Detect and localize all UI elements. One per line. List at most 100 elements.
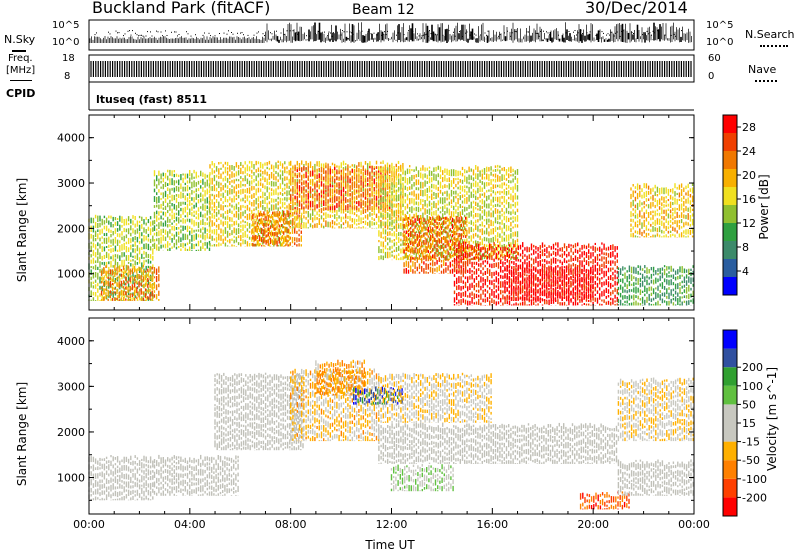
- velocity-axes: 1000 2000 3000 4000: [57, 318, 695, 514]
- noise-search-dot: [127, 30, 129, 32]
- noise-search-dot: [315, 33, 316, 35]
- noise-search-dot: [219, 33, 220, 34]
- noise-search-dot: [346, 31, 348, 33]
- power-axes: 1000 2000 3000 4000: [57, 115, 695, 310]
- noise-search-dot: [421, 35, 423, 37]
- noise-search-dot: [538, 35, 540, 37]
- colorbar-segment-2: [723, 460, 737, 479]
- colorbar-segment-0: [723, 497, 737, 516]
- noise-search-dot: [453, 31, 454, 33]
- noise-search-dot: [475, 34, 477, 36]
- noise-search-dot: [373, 32, 375, 34]
- noise-search-dot: [231, 32, 232, 33]
- noise-search-dot: [616, 31, 618, 33]
- colorbar-tick-label-1: -100: [742, 473, 767, 486]
- noise-search-dot: [367, 31, 369, 33]
- noise-search-dot: [652, 30, 654, 32]
- colorbar-tick-label-2: 12: [742, 217, 756, 230]
- noise-search-dot: [642, 34, 643, 36]
- noise-search-dot: [195, 34, 196, 36]
- noise-search-dot: [150, 31, 151, 33]
- velocity-echo-region-4: [315, 359, 365, 396]
- noise-search-dot: [459, 31, 460, 33]
- colorbar-tick-label-3: -15: [742, 436, 760, 449]
- ytick-label-1: 2000: [57, 426, 85, 439]
- noise-search-dot: [670, 34, 672, 36]
- ytick-label-0: 1000: [57, 472, 85, 485]
- noise-search-dot: [142, 35, 144, 37]
- noise-search-dot: [240, 32, 241, 34]
- noise-sky-legend-line: [12, 50, 26, 52]
- noise-search-dot: [435, 34, 436, 36]
- noise-search-dot: [429, 30, 430, 32]
- noise-search-dot: [147, 31, 148, 33]
- noise-search-dot: [558, 34, 559, 36]
- noise-left-tick-bottom: 10^0: [52, 37, 80, 48]
- colorbar-segment-2: [723, 241, 737, 259]
- noise-search-dot: [606, 34, 607, 36]
- velocity-echo-region-0: [88, 455, 154, 501]
- noise-search-dot: [358, 30, 360, 32]
- noise-search-dot: [586, 32, 588, 34]
- noise-search-dot: [462, 36, 463, 37]
- noise-search-dot: [549, 34, 550, 36]
- noise-search-dot: [436, 34, 438, 36]
- noise-search-dot: [609, 34, 610, 36]
- noise-search-dot: [537, 32, 538, 34]
- noise-search-dot: [657, 30, 658, 32]
- noise-search-dot: [427, 35, 429, 37]
- noise-search-dot: [187, 33, 189, 35]
- velocity-echo-region-7: [378, 372, 492, 423]
- beam-label: Beam 12: [352, 2, 415, 18]
- noise-search-dot: [385, 34, 387, 36]
- noise-search-dot: [613, 35, 615, 37]
- noise-search-dot: [247, 34, 249, 36]
- power-echo-region-8: [403, 215, 467, 274]
- noise-search-dot: [330, 32, 331, 34]
- freq-label-bottom: [MHz]: [6, 65, 36, 76]
- xtick-label-0: 00:00: [73, 518, 105, 531]
- noise-search-dot: [171, 31, 172, 33]
- noise-search-dot: [276, 30, 277, 32]
- noise-search-dot: [610, 31, 612, 33]
- colorbar-segment-1: [723, 478, 737, 498]
- colorbar-segment-4: [723, 205, 737, 223]
- noise-search-dot: [331, 35, 333, 37]
- noise-search-dot: [516, 31, 517, 33]
- noise-search-dot: [418, 35, 420, 37]
- noise-search-dot: [382, 33, 384, 35]
- time-axis-ticks: 00:00 04:00 08:00 12:00 16:00 20:00 00:00: [73, 518, 710, 531]
- noise-search-dot: [486, 34, 487, 36]
- colorbar-tick-label-0: -200: [742, 491, 767, 504]
- noise-search-dot: [487, 30, 489, 32]
- noise-search-dot: [202, 34, 204, 36]
- noise-right-tick-bottom: 10^0: [706, 37, 734, 48]
- noise-search-dot: [651, 34, 652, 36]
- noise-search-dot: [118, 32, 120, 34]
- noise-search-dot: [228, 30, 229, 32]
- noise-search-dot: [511, 32, 513, 34]
- noise-search-dot: [262, 33, 264, 35]
- noise-search-dot: [648, 33, 649, 35]
- power-echo-region-12: [630, 183, 694, 238]
- noise-search-dot: [370, 33, 372, 35]
- noise-search-dot: [607, 33, 609, 35]
- cpid-text: ltuseq (fast) 8511: [96, 93, 208, 106]
- noise-search-label: N.Search: [745, 28, 795, 41]
- noise-search-dot: [271, 33, 273, 35]
- colorbar-segment-7: [723, 151, 737, 169]
- noise-search-dot: [631, 32, 633, 33]
- noise-search-dot: [214, 35, 216, 37]
- noise-search-dot: [108, 31, 109, 33]
- noise-search-dot: [319, 34, 321, 36]
- noise-search-dot: [454, 35, 456, 37]
- noise-search-dot: [292, 30, 294, 32]
- colorbar-segment-7: [723, 367, 737, 386]
- freq-label-top: Freq.: [8, 53, 33, 64]
- colorbar-segment-1: [723, 259, 737, 277]
- velocity-echo-data: [88, 359, 694, 510]
- noise-search-dot: [471, 32, 472, 34]
- noise-search-dot: [384, 31, 385, 33]
- colorbar-tick-label-4: 20: [742, 169, 756, 182]
- noise-search-dot: [136, 34, 138, 36]
